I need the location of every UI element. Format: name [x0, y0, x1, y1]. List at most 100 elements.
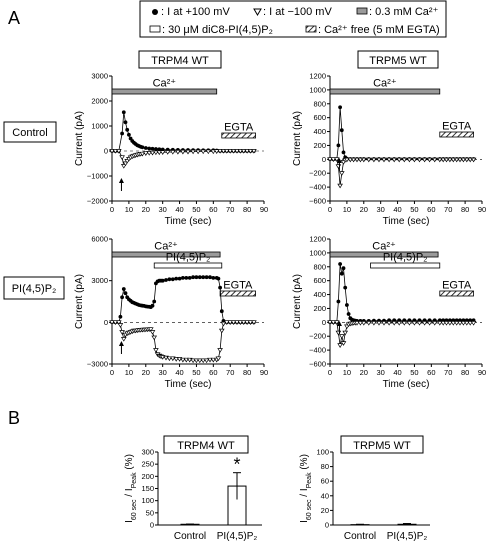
data-point-open-triangle — [357, 157, 364, 163]
data-point-open-triangle — [217, 149, 223, 154]
data-point-open-triangle — [244, 149, 250, 154]
data-point-open-triangle — [376, 321, 382, 326]
category-label: PI(4,5)P₂ — [387, 531, 428, 542]
data-point-open-triangle — [470, 157, 477, 163]
trace-open-triangle — [112, 321, 254, 361]
data-point-filled-circle — [197, 275, 202, 280]
data-point-filled-circle — [219, 309, 224, 314]
y-tick-label: 600 — [313, 276, 326, 285]
data-point-open-triangle — [180, 149, 186, 155]
data-point-open-triangle — [220, 321, 227, 327]
y-tick-label: 0 — [322, 155, 326, 164]
data-point-open-triangle — [330, 320, 337, 325]
arrow-head-icon — [336, 321, 342, 326]
data-point-filled-circle — [143, 146, 148, 150]
data-point-open-triangle — [436, 157, 443, 163]
data-point-open-triangle — [120, 164, 127, 169]
condition-label-egta: EGTA — [223, 280, 253, 292]
data-point-open-triangle — [338, 171, 345, 176]
y-axis-label: Current (pA) — [292, 111, 303, 166]
panel-label-a: A — [8, 8, 20, 28]
x-tick-label: 10 — [343, 205, 351, 214]
data-point-open-triangle — [453, 157, 460, 163]
data-point-open-triangle — [149, 150, 156, 156]
data-point-open-triangle — [164, 150, 171, 155]
data-point-filled-circle — [346, 312, 351, 316]
x-tick-label: 60 — [427, 368, 435, 377]
row-label-control: Control — [3, 121, 57, 143]
data-point-open-triangle — [360, 157, 367, 163]
legend-ca-bar-icon — [356, 7, 368, 15]
data-point-open-triangle — [431, 157, 438, 163]
chart-trpm5-pip2: −600 −400 −200 0 200 400 600 800 1000 1200 0 10 20 30… — [292, 235, 486, 391]
data-point-open-triangle — [122, 161, 129, 167]
data-point-open-triangle — [376, 157, 382, 163]
y-tick-label: 60 — [321, 477, 329, 486]
data-point-open-triangle — [354, 321, 360, 326]
data-point-open-triangle — [347, 157, 354, 163]
data-point-filled-circle — [121, 287, 126, 291]
data-point-filled-circle — [216, 276, 221, 281]
condition-label-pip2: PI(4,5)P₂ — [383, 252, 428, 264]
y-axis-label-part: Peak — [131, 472, 138, 488]
data-point-open-triangle — [327, 157, 333, 162]
data-point-open-triangle — [220, 149, 227, 154]
data-point-open-triangle — [463, 157, 470, 163]
condition-bar-egta — [439, 290, 474, 297]
data-point-filled-circle — [201, 275, 206, 280]
x-tick-label: 90 — [260, 368, 268, 377]
data-point-open-triangle — [185, 149, 191, 155]
data-point-open-triangle — [195, 149, 201, 155]
data-point-open-triangle — [450, 321, 457, 326]
data-point-open-triangle — [251, 149, 257, 154]
data-point-open-triangle — [146, 151, 153, 156]
data-point-filled-circle — [204, 275, 209, 280]
data-point-filled-circle — [336, 299, 341, 304]
arrow-head-icon — [118, 341, 124, 346]
chart-trpm4-control: −2000 −1000 0 1000 2000 3000 0 10 20 30 40 50 60 70 80… — [74, 72, 268, 228]
data-point-open-triangle — [117, 323, 124, 328]
y-axis-label: Current (pA) — [74, 274, 85, 329]
data-point-open-triangle — [401, 321, 408, 326]
y-axis-label: Current (pA) — [74, 111, 85, 166]
x-tick-label: 40 — [175, 368, 183, 377]
data-point-filled-circle — [187, 276, 192, 280]
y-axis-label-part: (%) — [124, 454, 135, 472]
data-point-open-triangle — [426, 157, 433, 163]
x-tick-label: 30 — [158, 368, 166, 377]
data-point-open-triangle — [203, 358, 210, 364]
data-point-open-triangle — [440, 321, 447, 326]
data-point-open-triangle — [200, 358, 207, 364]
x-tick-label: 70 — [444, 205, 452, 214]
y-tick-label: 100 — [141, 496, 154, 505]
y-tick-label: −2000 — [87, 197, 108, 206]
y-tick-label: −600 — [309, 360, 326, 369]
data-point-open-triangle — [223, 149, 230, 154]
col-title-trpm5-text: TRPM5 WT — [369, 55, 427, 67]
x-tick-label: 60 — [209, 368, 217, 377]
data-point-open-triangle — [440, 157, 447, 163]
condition-label-ca: Ca²⁺ — [153, 78, 177, 90]
data-point-open-triangle — [391, 321, 398, 326]
y-tick-label: 2000 — [91, 97, 108, 106]
data-point-open-triangle — [436, 321, 443, 326]
x-tick-label: 50 — [410, 205, 418, 214]
y-axis-label-part: I — [299, 520, 310, 523]
x-tick-label: 50 — [192, 368, 200, 377]
legend-i-neg: : I at −100 mV — [263, 6, 332, 18]
data-point-open-triangle — [467, 157, 474, 163]
data-point-filled-circle — [164, 278, 168, 282]
data-point-open-triangle — [142, 151, 149, 156]
data-point-open-triangle — [467, 321, 474, 326]
data-point-filled-circle — [194, 275, 199, 280]
data-point-open-triangle — [396, 321, 403, 326]
y-tick-label: 400 — [313, 290, 326, 299]
data-point-open-triangle — [450, 157, 457, 163]
data-point-open-triangle — [338, 334, 345, 339]
legend-i-pos: : I at +100 mV — [161, 6, 230, 18]
condition-bar-egta — [221, 132, 256, 139]
data-point-open-triangle — [426, 321, 433, 326]
bar-title-trpm4-text: TRPM4 WT — [177, 440, 235, 452]
y-axis-label: I60 sec / IPeak (%) — [299, 454, 313, 523]
data-point-open-triangle — [443, 321, 450, 326]
